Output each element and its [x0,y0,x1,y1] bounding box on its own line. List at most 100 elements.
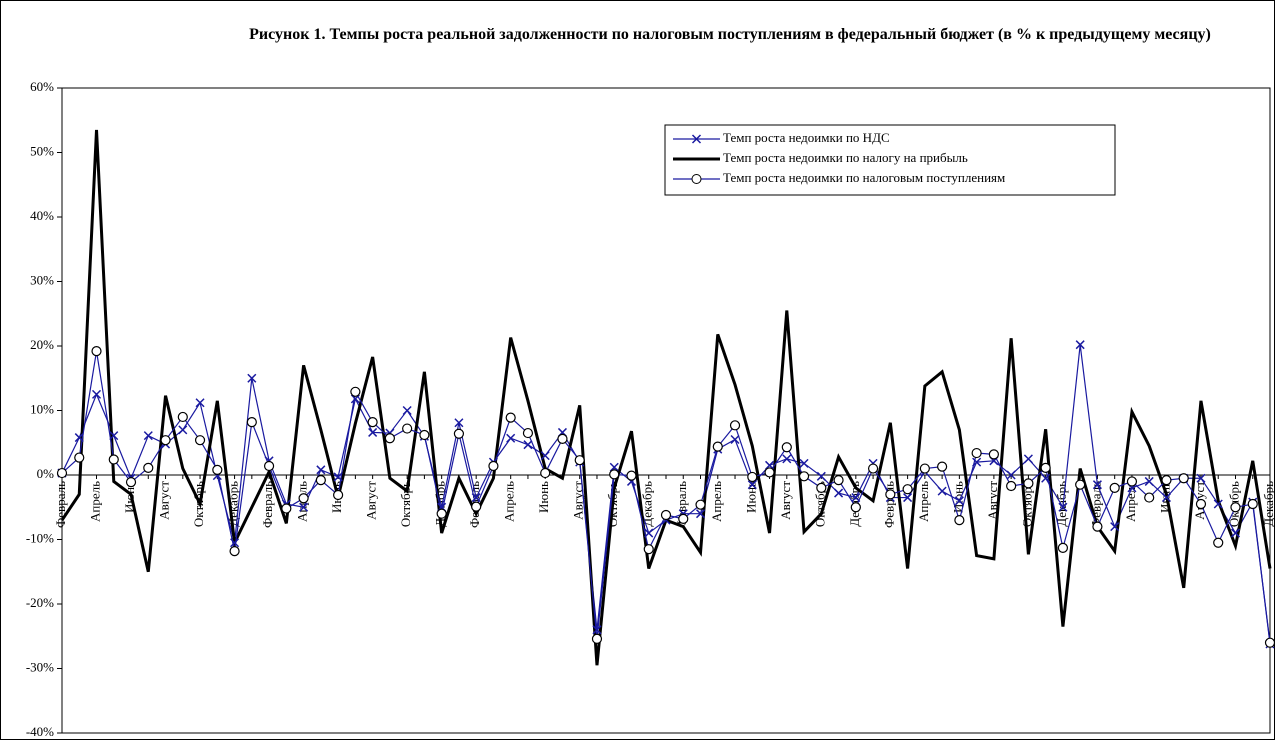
point [1075,340,1085,350]
point [506,433,516,443]
point [178,425,188,435]
point [592,625,602,635]
point [765,460,775,470]
legend-label: Темп роста недоимки по НДС [723,130,890,145]
point [867,463,879,474]
x-tick-label: Август [157,481,172,520]
point [1213,499,1223,509]
point [1057,542,1069,553]
point [333,489,344,501]
point [972,457,982,467]
point [1196,473,1206,483]
x-tick-label: Август [571,481,586,520]
point [91,346,102,357]
point [298,493,309,504]
x-tick-label: Февраль [1088,481,1103,528]
point [454,418,464,428]
point [816,482,827,493]
point [609,462,619,472]
point [523,440,533,450]
point [333,472,343,482]
point [316,465,326,475]
point [505,412,516,423]
point [419,429,430,441]
point [557,433,568,444]
point [764,467,775,478]
point [1109,482,1120,493]
point [954,515,965,526]
legend-label: Темп роста недоимки по налоговым поступл… [723,170,1005,185]
point [885,489,896,500]
point [834,488,844,498]
point [384,433,395,444]
x-tick-label: Февраль [881,481,896,528]
x-tick-label: Апрель [502,481,517,522]
point [1041,473,1051,483]
point [1247,498,1258,510]
chart-title: Рисунок 1. Темпы роста реальной задолжен… [249,26,1211,43]
legend-marker [691,174,702,184]
point [299,502,309,512]
point [74,452,85,463]
y-tick-label: 60% [30,79,54,94]
point [1213,537,1224,548]
point [609,469,620,480]
y-tick-label: 0% [37,466,55,481]
legend-label: Темп роста недоимки по налогу на прибыль [723,150,968,165]
point [988,449,999,460]
point [194,435,206,446]
point [850,502,861,513]
point [56,467,68,479]
point [471,501,482,512]
point [143,462,154,474]
x-tick-label: Апрель [1123,481,1138,522]
point [591,633,603,644]
point [1023,478,1034,489]
point [263,460,275,472]
y-tick-label: 20% [30,337,54,352]
point [730,434,740,445]
point [644,528,654,538]
point [626,470,637,481]
point [799,458,809,468]
x-tick-label: Август [778,481,793,520]
point [643,544,654,555]
point [660,509,672,521]
x-tick-label: Июнь [536,481,551,513]
point [125,476,137,488]
legend-marker [691,134,702,144]
point [143,431,153,441]
point [781,442,792,453]
y-tick-label: 30% [30,272,54,287]
point [1126,476,1138,487]
y-tick-label: 40% [30,208,54,223]
point [1230,528,1241,538]
x-tick-label: Август [364,481,379,520]
point [919,463,930,474]
point [1092,480,1102,490]
point [937,461,948,472]
x-tick-label: Июнь [743,481,758,513]
y-tick-label: 50% [30,143,54,158]
point [954,496,964,506]
x-tick-label: Февраль [53,481,68,528]
x-tick-label: Август [985,481,1000,520]
point [281,503,292,514]
x-tick-label: Февраль [260,481,275,528]
x-tick-label: Апрель [87,481,102,522]
point [91,389,102,399]
point [798,471,810,482]
point [695,499,706,510]
point [1144,476,1154,486]
y-tick-label: -10% [26,530,54,545]
point [816,471,826,481]
point [453,428,465,439]
point [540,451,550,461]
y-tick-label: -30% [26,659,54,674]
point [177,411,188,423]
point [712,441,723,452]
point [1264,637,1275,648]
point [402,405,412,416]
